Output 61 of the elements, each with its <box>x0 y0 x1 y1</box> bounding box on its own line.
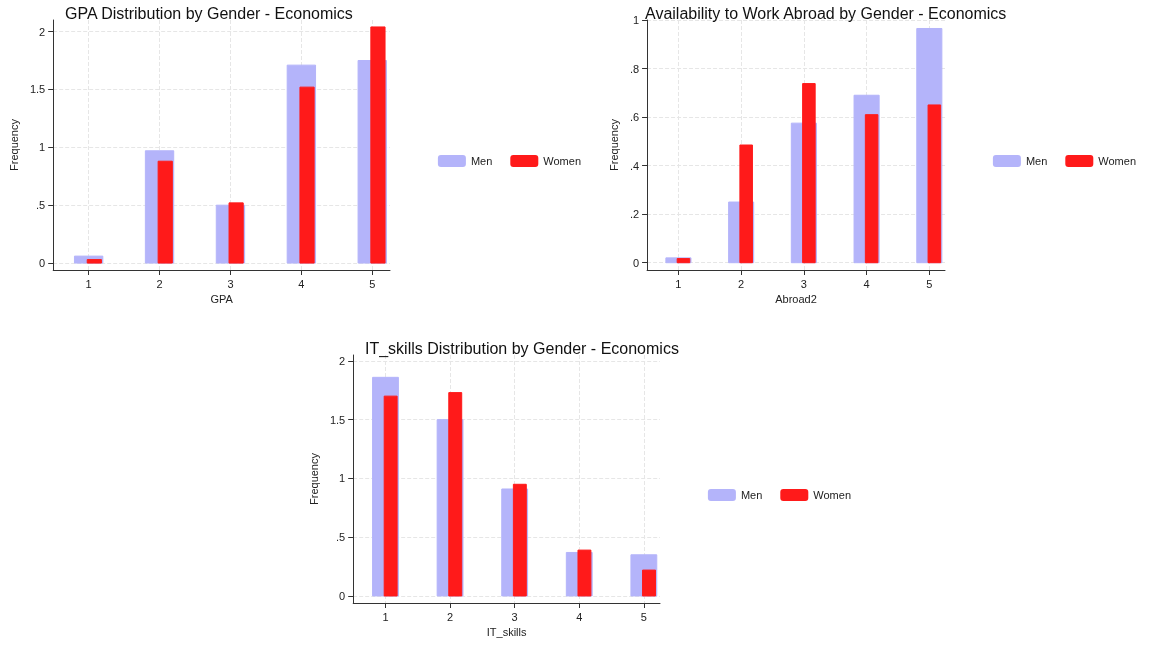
x-tick-label: 2 <box>447 610 454 623</box>
x-tick-label: 3 <box>227 277 234 290</box>
bar <box>802 83 816 264</box>
bar <box>642 569 656 597</box>
y-tick-label: .6 <box>629 111 640 124</box>
y-tick-label: .5 <box>336 531 346 544</box>
y-tick-label: 2 <box>339 354 346 367</box>
x-axis-title: GPA <box>210 293 234 306</box>
y-tick-label: 1 <box>339 472 346 485</box>
y-tick-label: 1.5 <box>329 413 346 426</box>
legend-label: Men <box>740 489 763 501</box>
y-tick-label: 1 <box>632 14 640 26</box>
y-tick-label: 0 <box>339 589 346 602</box>
y-tick-label: .2 <box>629 208 640 221</box>
bar <box>927 104 942 264</box>
bar <box>299 86 315 264</box>
bar <box>512 483 527 597</box>
legend-label: Women <box>543 155 581 167</box>
y-tick-label: 0 <box>632 256 640 269</box>
bar <box>157 160 173 264</box>
y-tick-label: .5 <box>36 199 46 212</box>
x-tick-label: 1 <box>675 277 682 290</box>
legend-label: Women <box>813 489 851 501</box>
x-tick-label: 2 <box>156 277 163 290</box>
y-tick-label: .8 <box>629 62 640 75</box>
y-axis-title: Frequency <box>607 118 620 171</box>
legend-label: Women <box>1098 155 1136 167</box>
y-tick-label: 1.5 <box>29 83 46 96</box>
x-tick-label: 2 <box>738 277 745 290</box>
y-axis-title: Frequency <box>7 118 20 171</box>
legend-label: Men <box>470 155 493 167</box>
bar <box>383 395 398 597</box>
x-tick-label: 4 <box>298 277 305 290</box>
bar <box>864 114 879 264</box>
x-tick-label: 3 <box>511 610 518 623</box>
y-tick-label: 1 <box>39 141 46 154</box>
y-tick-label: .4 <box>629 159 640 172</box>
bar <box>676 258 691 264</box>
x-axis-title: IT_skills <box>486 626 527 639</box>
chart-title: Availability to Work Abroad by Gender - Economics <box>645 4 1007 22</box>
y-tick-label: 0 <box>39 257 46 270</box>
y-axis-title: Frequency <box>307 452 320 505</box>
bar <box>739 144 753 264</box>
bar <box>86 259 102 264</box>
chart-title: IT_skills Distribution by Gender - Economics <box>365 339 679 358</box>
x-tick-label: 4 <box>863 277 870 290</box>
x-tick-label: 5 <box>640 610 647 623</box>
x-tick-label: 5 <box>926 277 933 290</box>
y-tick-label: 2 <box>39 25 46 38</box>
chart-title: GPA Distribution by Gender - Economics <box>65 4 353 22</box>
legend-label: Men <box>1025 155 1048 167</box>
bar <box>228 202 244 264</box>
bar <box>448 392 463 597</box>
x-tick-label: 1 <box>85 277 92 290</box>
x-tick-label: 4 <box>576 610 583 623</box>
bar <box>370 26 386 264</box>
x-tick-label: 5 <box>369 277 376 290</box>
x-tick-label: 3 <box>800 277 807 290</box>
x-axis-title: Abroad2 <box>775 293 817 306</box>
x-tick-label: 1 <box>382 610 389 623</box>
bar <box>577 549 592 597</box>
